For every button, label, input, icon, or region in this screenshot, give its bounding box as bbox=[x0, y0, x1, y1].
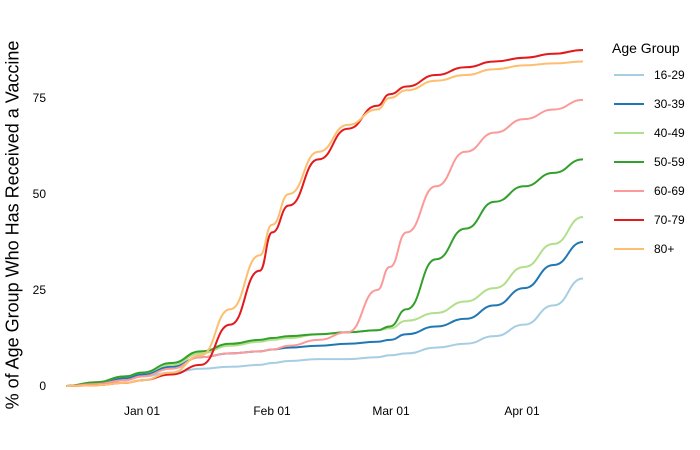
y-tick-0: 0 bbox=[39, 379, 46, 393]
series-line-50-59 bbox=[66, 158, 584, 387]
legend-item-70-79[interactable]: 70-79 bbox=[612, 205, 685, 234]
legend-item-40-49[interactable]: 40-49 bbox=[612, 118, 685, 147]
series-line-80plus bbox=[66, 60, 584, 387]
y-tick-50: 50 bbox=[32, 187, 46, 201]
legend-swatch bbox=[614, 131, 644, 134]
legend-title: Age Group bbox=[612, 40, 680, 56]
legend-item-60-69[interactable]: 60-69 bbox=[612, 176, 685, 205]
series-line-70-79 bbox=[66, 49, 584, 387]
legend-item-80plus[interactable]: 80+ bbox=[612, 234, 685, 263]
legend-label: 50-59 bbox=[654, 154, 685, 169]
legend-swatch bbox=[614, 247, 644, 250]
legend-swatch bbox=[614, 218, 644, 221]
legend: Age Group 16-29 30-39 40-49 50-59 60-69 … bbox=[612, 40, 685, 263]
x-tick-apr: Apr 01 bbox=[504, 404, 540, 418]
y-axis-label-text: % of Age Group Who Has Received a Vaccin… bbox=[2, 40, 23, 410]
legend-item-50-59[interactable]: 50-59 bbox=[612, 147, 685, 176]
y-tick-25: 25 bbox=[32, 283, 46, 297]
y-tick-75: 75 bbox=[32, 91, 46, 105]
y-axis-label: % of Age Group Who Has Received a Vaccin… bbox=[2, 40, 24, 410]
legend-swatch bbox=[614, 73, 644, 76]
legend-label: 16-29 bbox=[654, 67, 685, 82]
legend-swatch bbox=[614, 160, 644, 163]
x-tick-mar: Mar 01 bbox=[372, 404, 410, 418]
legend-swatch bbox=[614, 189, 644, 192]
x-tick-feb: Feb 01 bbox=[253, 404, 291, 418]
legend-item-16-29[interactable]: 16-29 bbox=[612, 60, 685, 89]
series-line-16-29 bbox=[66, 277, 584, 387]
legend-swatch bbox=[614, 102, 644, 105]
legend-item-30-39[interactable]: 30-39 bbox=[612, 89, 685, 118]
legend-label: 60-69 bbox=[654, 183, 685, 198]
x-tick-jan: Jan 01 bbox=[123, 404, 161, 418]
series-line-30-39 bbox=[66, 241, 584, 387]
legend-label: 40-49 bbox=[654, 125, 685, 140]
series-line-60-69 bbox=[66, 98, 584, 387]
legend-label: 70-79 bbox=[654, 212, 685, 227]
legend-label: 30-39 bbox=[654, 96, 685, 111]
legend-label: 80+ bbox=[654, 241, 675, 256]
